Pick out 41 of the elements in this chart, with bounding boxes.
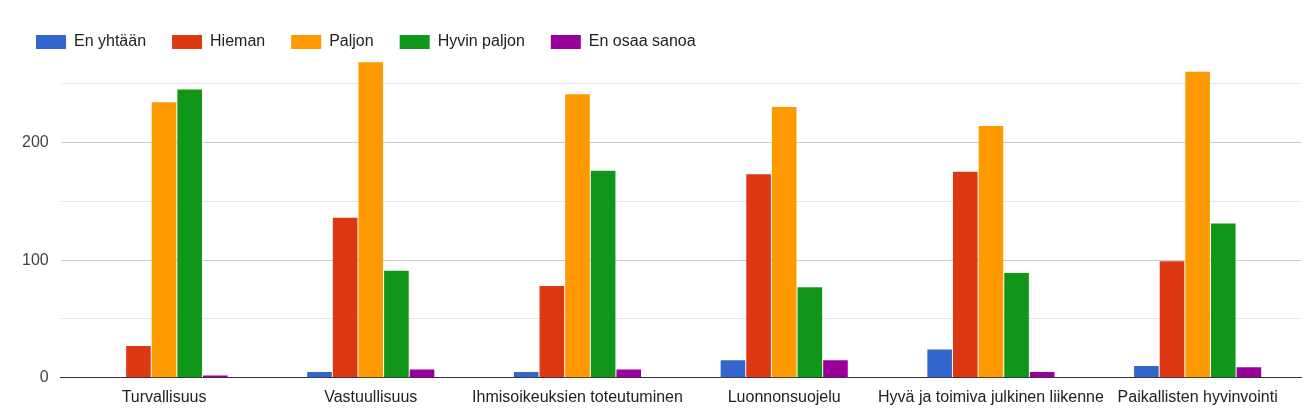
bar [771,107,797,378]
bar [720,360,746,378]
bar [797,287,823,378]
x-tick-label: Hyvä ja toimiva julkinen liikenne [877,387,1104,405]
x-tick-label: Luonnonsuojelu [727,387,841,405]
bar [177,89,202,378]
bar [1134,366,1159,378]
legend-label: En osaa sanoa [588,32,696,50]
bar [126,346,151,378]
bar [823,360,848,378]
bar [927,349,952,378]
bar [358,62,384,378]
y-tick-label: 200 [21,132,49,150]
y-tick-label: 0 [39,368,49,386]
bar [1029,371,1055,378]
bar [565,94,590,378]
bar [952,171,978,378]
bar [307,371,332,378]
x-tick-label: Ihmisoikeuksien toteutuminen [472,387,683,405]
bar [332,217,358,378]
bar [1236,367,1262,378]
bar [513,371,539,378]
bar [151,102,177,378]
legend-label: Hieman [210,32,266,50]
x-tick-label: Vastuullisuus [324,387,418,405]
bar [1185,71,1210,378]
legend-label: Paljon [329,32,374,50]
bar [978,125,1004,378]
bar [539,285,565,378]
bar [746,174,771,378]
bar [1210,223,1236,378]
x-tick-label: Turvallisuus [121,387,207,405]
bar [1159,261,1185,378]
legend-label: En yhtään [74,32,147,50]
bar [616,369,642,378]
bar [590,170,616,378]
legend-label: Hyvin paljon [437,32,525,50]
bar [1004,273,1029,378]
y-tick-label: 100 [21,250,49,268]
x-tick-label: Paikallisten hyvinvointi [1117,387,1278,405]
bar [384,270,409,378]
